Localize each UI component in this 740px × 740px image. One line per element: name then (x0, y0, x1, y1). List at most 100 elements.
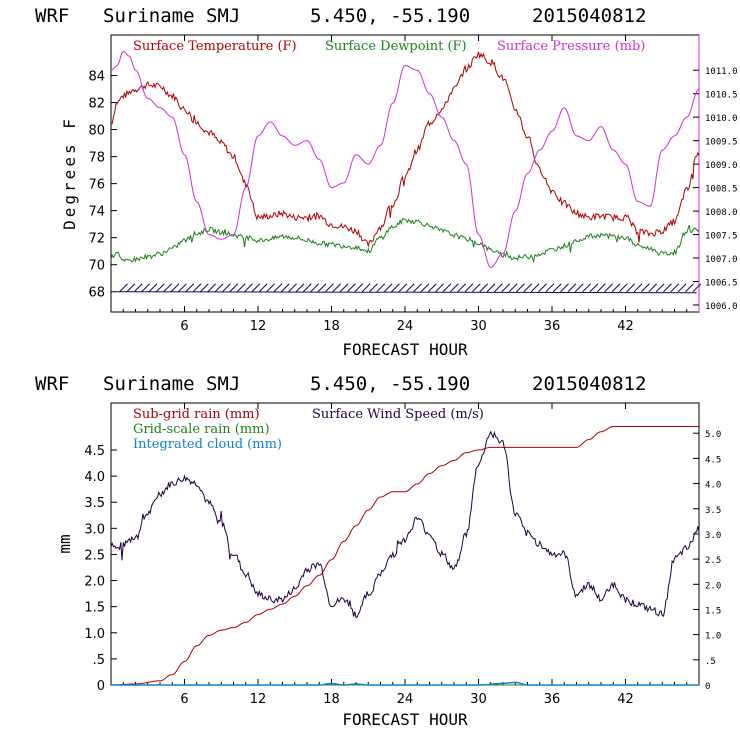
wind-barb (170, 283, 180, 293)
wind-barb (258, 283, 268, 293)
wind-barb (626, 283, 636, 293)
series-line-surface-temperature-f (110, 51, 700, 248)
y2-tick-label: 1009.5 (705, 138, 738, 148)
wind-barb (670, 283, 680, 293)
wind-barb (560, 283, 569, 293)
y2-tick-label: 1010.0 (705, 114, 738, 124)
x-tick-label: 30 (470, 692, 487, 707)
y-tick-label: 74 (88, 205, 105, 220)
wind-barb (648, 283, 658, 293)
x-tick-label: 18 (323, 319, 340, 334)
wind-barb (619, 283, 628, 293)
wind-barb (266, 283, 275, 293)
y-tick-label: 2.0 (84, 575, 105, 590)
y2-tick-label: 3.0 (705, 531, 721, 541)
top-chart: 6 12 18 24 30 36 42 68 70 72 74 76 78 80 82 84 1006.0 100… (60, 34, 738, 359)
legend-surface-pressure: Surface Pressure (mb) (497, 39, 645, 54)
wind-barb (133, 283, 143, 293)
wind-barb (663, 283, 672, 293)
wind-barb (596, 283, 606, 293)
x-tick-label: 42 (617, 692, 634, 707)
y-tick-label: 4.5 (84, 444, 105, 459)
y-tick-label: 3.5 (84, 496, 105, 511)
wind-barb (376, 283, 386, 293)
wind-barb (280, 283, 290, 293)
wind-barb (295, 283, 305, 293)
y2-tick-label: 4.0 (705, 481, 721, 491)
top-header-model: WRF (35, 5, 69, 27)
wind-barb (457, 283, 467, 293)
bottom-chart: 6 12 18 24 30 36 42 0 .5 1.0 1.5 2.0 2.5 3.0 3.5 4.0 4.5… (55, 402, 721, 729)
wind-barb (604, 283, 614, 293)
wind-barb (574, 283, 584, 293)
y-tick-label: 1.5 (84, 601, 105, 616)
y2-tick-label: 4.5 (705, 455, 721, 465)
y-tick-label: 1.0 (84, 627, 105, 642)
wind-barb (655, 283, 665, 293)
series-line-surface-wind-speed-m-s (110, 430, 700, 619)
y2-tick-label: 0 (705, 682, 710, 692)
wind-barb (530, 283, 540, 293)
y-tick-label: 72 (88, 232, 105, 247)
x-tick-label: 6 (180, 319, 188, 334)
legend-surface-wind-speed: Surface Wind Speed (m/s) (312, 407, 484, 422)
top-header: WRF Suriname SMJ 5.450, -55.190 20150408… (35, 5, 646, 27)
wind-barb (244, 283, 253, 293)
series-line-integrated-cloud-mm (111, 681, 699, 686)
wind-barb (545, 283, 555, 293)
series-line-surface-pressure-mb (110, 50, 700, 268)
wind-barb (200, 283, 209, 293)
top-xlabel: FORECAST HOUR (342, 340, 468, 359)
series-line-surface-dewpoint-f (110, 217, 700, 264)
wind-barb (427, 283, 437, 293)
wind-barb (398, 283, 408, 293)
y-tick-label: 80 (88, 124, 105, 139)
legend-surface-temperature: Surface Temperature (F) (133, 39, 297, 54)
wind-barb (567, 283, 577, 293)
legend-gridscale-rain: Grid-scale rain (mm) (133, 422, 270, 437)
wind-barb (435, 283, 444, 293)
legend-surface-dewpoint: Surface Dewpoint (F) (325, 39, 467, 54)
y2-tick-label: 1006.0 (705, 302, 738, 312)
wind-barb (207, 283, 217, 293)
y-tick-label: 2.5 (84, 548, 105, 563)
x-tick-label: 36 (544, 319, 561, 334)
wind-barb (677, 283, 687, 293)
y-tick-label: 76 (88, 178, 105, 193)
wind-barb (692, 283, 702, 293)
y2-tick-label: 1008.0 (705, 208, 738, 218)
series-line-sub-grid-rain-mm (111, 426, 699, 686)
wind-barb (420, 283, 430, 293)
wind-barb (494, 283, 503, 293)
x-tick-label: 6 (180, 692, 188, 707)
wind-barb (552, 283, 562, 293)
x-tick-label: 30 (470, 319, 487, 334)
y2-tick-label: 1007.5 (705, 232, 738, 242)
wind-barb (332, 283, 342, 293)
wind-barb (229, 283, 239, 293)
x-tick-label: 24 (397, 692, 414, 707)
wind-barb (685, 283, 694, 293)
bottom-xlabel: FORECAST HOUR (342, 710, 468, 729)
y-tick-label: 82 (88, 97, 105, 112)
wind-barb (339, 283, 349, 293)
y2-tick-label: 2.0 (705, 581, 721, 591)
y-tick-label: .5 (93, 653, 105, 668)
wind-barb (310, 283, 320, 293)
bottom-header-run: 2015040812 (532, 373, 646, 395)
y2-tick-label: 1.5 (705, 606, 721, 616)
wind-barb (508, 283, 518, 293)
wind-barb (178, 283, 187, 293)
wind-barb (589, 283, 599, 293)
wind-barb (391, 283, 400, 293)
wind-barb (641, 283, 650, 293)
wind-barb (141, 283, 150, 293)
y2-tick-label: 1007.0 (705, 255, 738, 265)
top-ylabel: Degrees F (60, 116, 79, 230)
wind-barb (501, 283, 511, 293)
y-tick-label: 0 (97, 679, 105, 694)
wind-barb-baseline (117, 291, 697, 294)
wind-barb (325, 283, 334, 293)
y-tick-label: 68 (88, 286, 105, 301)
wind-barb (369, 283, 378, 293)
